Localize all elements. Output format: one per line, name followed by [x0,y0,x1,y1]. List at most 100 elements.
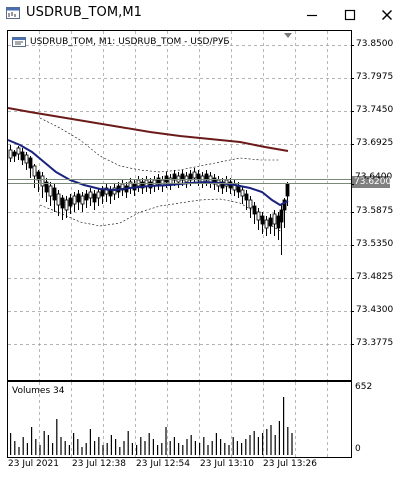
candle [156,174,161,190]
candle [12,150,17,162]
volume-bar [31,427,33,455]
volume-bar [64,441,66,455]
time-tick-label: 23 Jul 12:38 [72,459,126,469]
price-tick-label: 73.4825 [356,272,394,282]
maximize-icon [344,9,356,20]
candle [8,145,13,162]
candle [48,182,53,206]
volume-bar [236,441,238,455]
volume-bar [266,429,268,455]
volume-bar [274,435,276,455]
candle [248,196,253,218]
volume-bar [98,437,100,455]
candle [64,196,69,218]
volume-bar [77,439,79,455]
volume-bar [173,437,175,455]
volume-bar [283,397,285,455]
volume-bar [215,433,217,455]
candle [32,164,37,188]
volume-bar [10,433,12,455]
volume-bar [199,443,201,455]
volume-bar [224,443,226,455]
volume-chart-frame [7,381,352,458]
volume-bar [22,437,24,455]
volume-bar [270,425,272,455]
candle [260,212,265,234]
candle [244,190,249,210]
volume-bar [52,443,54,455]
volume-bar [102,445,104,455]
volume-bar [56,419,58,455]
volume-bar [68,445,70,455]
current-price-label: 73.6200 [354,177,392,187]
volume-min-tick: 0 [355,444,361,454]
candle [236,182,241,198]
minimize-button[interactable] [294,0,330,29]
chart-grid [8,31,351,457]
candle [128,178,133,194]
volume-bar [106,443,108,455]
fast-moving-average-line [7,139,289,207]
price-tick-label: 73.7450 [356,105,394,115]
volume-bar [278,421,280,455]
maximize-button[interactable] [332,0,368,29]
volume-bar [220,439,222,455]
candle [76,190,81,210]
time-tick-label: 23 Jul 13:26 [263,459,317,469]
price-tick-label: 73.3775 [356,338,394,348]
candle [240,186,245,204]
candle [264,216,269,236]
volume-bar [47,435,49,455]
volume-bar [94,441,96,455]
volume-bar [26,443,28,455]
candle [28,156,33,178]
volume-bar [144,441,146,455]
chart-header-label: USDRUB_TOM, M1: USDRUB_TOM - USD/РУБ [30,37,230,47]
volume-bar [157,445,159,455]
candle [256,208,261,230]
volume-bar [119,447,121,455]
candle [279,205,284,255]
volume-bar [18,447,20,455]
volume-bar [39,445,41,455]
volume-bar [186,439,188,455]
volume-bar [169,441,171,455]
volume-bar [43,431,45,455]
candle [24,152,29,170]
volume-bar [35,439,37,455]
volume-bar [207,445,209,455]
volume-bars [10,397,293,455]
time-tick-label: 23 Jul 13:10 [200,459,254,469]
price-tick-label: 73.7975 [356,72,394,82]
volume-bar [81,447,83,455]
current-price-tag [352,176,390,188]
volume-bar [165,427,167,455]
time-tick-label: 23 Jul 12:54 [136,459,190,469]
candle [40,172,45,198]
candle [52,184,57,212]
volume-bar [211,441,213,455]
volume-bar [136,445,138,455]
candle [104,184,109,202]
candle [112,184,117,200]
chart-shift-marker-icon[interactable] [284,33,292,38]
chart-window-icon [6,7,20,19]
close-button[interactable] [369,0,405,29]
price-chart-frame [7,30,352,381]
volume-bar [257,437,259,455]
candle [220,178,225,194]
price-tick-label: 73.6925 [356,138,394,148]
volume-bar [110,435,112,455]
volume-bar [245,439,247,455]
candle [84,190,89,208]
chart-symbol-icon [12,37,26,47]
candle [60,195,65,220]
candle [80,192,85,212]
candle [44,178,49,202]
volume-bar [127,431,129,455]
volume-bar [190,435,192,455]
candle [272,210,277,236]
price-tick-label: 73.5350 [356,239,394,249]
volume-bar [178,443,180,455]
